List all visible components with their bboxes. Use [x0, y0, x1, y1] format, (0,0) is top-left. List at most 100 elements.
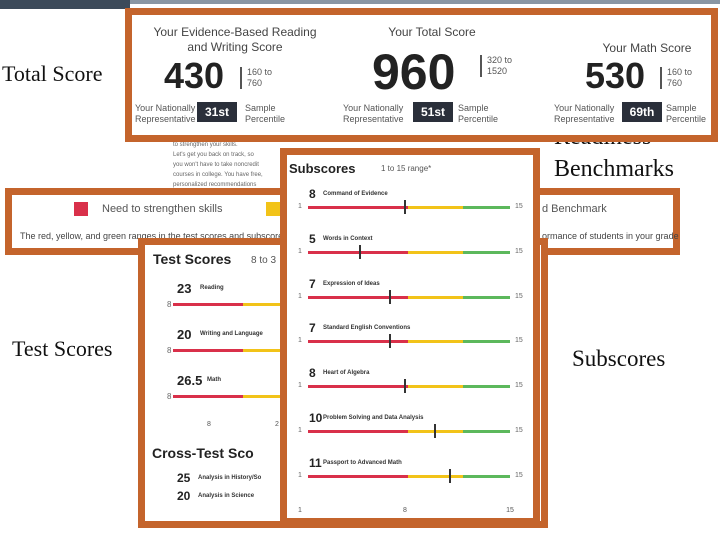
- bar-red: [308, 206, 408, 209]
- axis-tick: 8: [403, 507, 407, 514]
- bar-red: [173, 349, 243, 352]
- bar-min: 1: [298, 471, 302, 479]
- score-range: 320 to 1520: [487, 55, 513, 76]
- item-score: 26.5: [177, 373, 203, 388]
- axis-label: 2: [275, 421, 279, 428]
- cross-name: Analysis in History/So: [198, 475, 262, 481]
- axis-tick: 1: [298, 507, 302, 514]
- legend-yellow: [266, 202, 280, 216]
- bar-red: [308, 474, 408, 478]
- range-divider: [240, 67, 242, 89]
- total-score-card: Your Evidence-Based Reading and Writing …: [125, 8, 718, 142]
- item-min: 8: [167, 346, 172, 355]
- range: 8 to 3: [251, 255, 277, 266]
- top-block: [0, 0, 130, 9]
- bar-red: [308, 340, 408, 344]
- bar-yellow: [408, 340, 463, 344]
- item-name: Command of Evidence: [323, 191, 388, 197]
- bar-max: 15: [515, 427, 523, 434]
- item-name: Heart of Algebra: [323, 370, 370, 377]
- behind-line: Let's get you back on track, so: [173, 152, 254, 158]
- bar-max: 15: [515, 471, 523, 479]
- percentile-label: Your Nationally Representative: [343, 103, 404, 124]
- cross-name: Analysis in Science: [198, 493, 255, 499]
- bar-yellow: [408, 385, 463, 389]
- bar-green: [463, 206, 510, 209]
- top-rule: [0, 0, 720, 4]
- note: The red, yellow, and green ranges in the…: [20, 231, 315, 241]
- label-total-score: Total Score: [2, 61, 103, 86]
- item-name: Math: [207, 377, 221, 383]
- bar-max: 15: [515, 292, 523, 300]
- bar-yellow: [408, 474, 463, 478]
- bar-max: 15: [515, 203, 523, 210]
- item-score: 23: [177, 281, 192, 296]
- bar-green: [463, 250, 510, 254]
- title: Subscores: [289, 161, 356, 176]
- item-name: Problem Solving and Data Analysis: [323, 415, 424, 421]
- bar-red: [308, 250, 408, 254]
- label-benchmarks: Benchmarks: [554, 156, 674, 182]
- item-name: Passport to Advanced Math: [323, 459, 402, 466]
- bar-green: [463, 295, 510, 299]
- bar-green: [463, 385, 510, 389]
- subscores-card: Subscores 1 to 15 range* 8 Command of Evide…: [280, 148, 540, 525]
- bar-min: 1: [298, 427, 302, 434]
- cross-score: 25: [177, 471, 191, 485]
- bar-red: [308, 295, 408, 299]
- item-name: Standard English Conventions: [323, 325, 411, 332]
- behind-line: you won't have to take noncredit: [173, 162, 259, 168]
- percentile-badge: 31st: [197, 102, 237, 122]
- bar-max: 15: [515, 382, 523, 390]
- bar-yellow: [243, 303, 303, 306]
- percentile-badge: 69th: [622, 102, 662, 122]
- score-marker: [389, 289, 391, 304]
- score-marker: [434, 424, 436, 438]
- behind-line: to strengthen your skills.: [173, 142, 238, 148]
- title: Test Scores: [153, 251, 232, 267]
- item-min: 8: [167, 300, 172, 309]
- behind-line: courses in college. You have free,: [173, 172, 263, 178]
- item-name: Words in Context: [323, 235, 373, 242]
- bar-red: [308, 385, 408, 389]
- legend-red: [74, 202, 88, 216]
- bar-yellow: [408, 206, 463, 209]
- item-score: 20: [177, 327, 192, 342]
- axis-label: 8: [207, 421, 211, 428]
- note: ormance of students in your grade: [542, 231, 679, 241]
- section-heading: Your Total Score: [388, 25, 476, 39]
- range-divider: [480, 55, 482, 77]
- item-score: 7: [309, 321, 316, 336]
- score-marker: [389, 334, 391, 349]
- legend-label: Need to strengthen skills: [102, 203, 223, 215]
- cross-title: Cross-Test Sco: [152, 445, 254, 461]
- item-score: 11: [309, 455, 322, 470]
- bar-min: 1: [298, 203, 302, 210]
- score-marker: [449, 468, 451, 483]
- score-marker: [359, 244, 361, 259]
- range-divider: [660, 67, 662, 89]
- bar-red: [173, 303, 243, 306]
- range: 1 to 15 range*: [381, 164, 432, 173]
- item-score: 10: [309, 411, 323, 425]
- section-score: 430: [164, 55, 225, 96]
- section-score: 530: [585, 55, 646, 96]
- bar-red: [173, 395, 243, 398]
- bar-max: 15: [515, 247, 523, 255]
- bar-max: 15: [515, 337, 523, 345]
- score-marker: [404, 379, 406, 394]
- item-score: 8: [309, 187, 316, 201]
- bar-green: [463, 474, 510, 478]
- item-name: Writing and Language: [200, 331, 263, 337]
- bar-yellow: [408, 295, 463, 299]
- percentile-note: Sample Percentile: [666, 103, 707, 124]
- label-subscores: Subscores: [572, 346, 666, 371]
- bar-yellow: [243, 349, 303, 352]
- bar-min: 1: [298, 247, 302, 255]
- cross-score: 20: [177, 489, 191, 503]
- percentile-label: Your Nationally Representative: [135, 103, 196, 124]
- score-range: 160 to 760: [667, 67, 693, 88]
- score-range: 160 to 760: [247, 67, 273, 88]
- item-score: 5: [309, 231, 316, 246]
